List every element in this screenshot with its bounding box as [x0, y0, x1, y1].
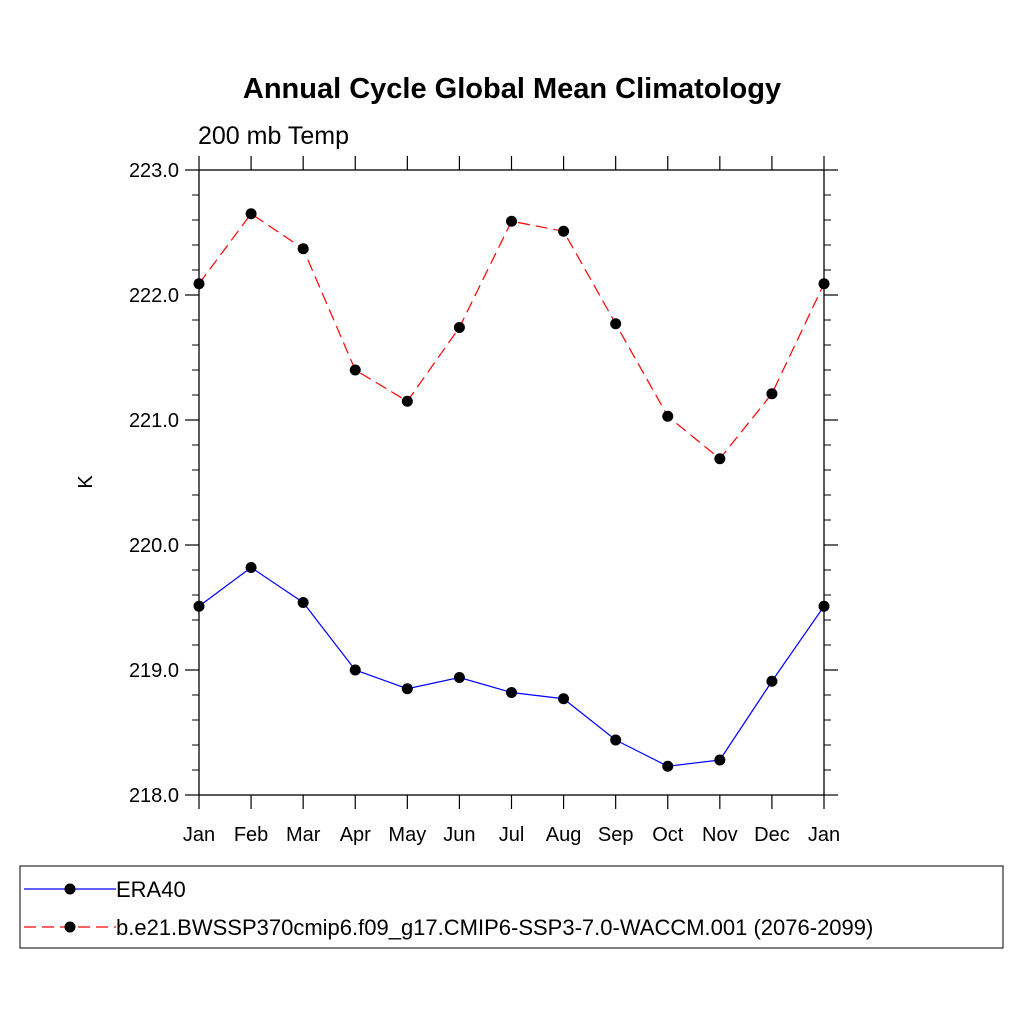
- x-tick-label: Sep: [598, 824, 634, 846]
- data-point: [453, 672, 465, 683]
- legend: ERA40 b.e21.BWSSP370cmip6.f09_g17.CMIP6-S…: [24, 877, 873, 940]
- data-point: [297, 243, 309, 255]
- data-point: [349, 664, 361, 676]
- legend-marker-1: [64, 883, 76, 895]
- x-tick-label: Nov: [702, 824, 738, 846]
- data-point: [453, 322, 465, 333]
- x-tick-label: Jun: [443, 824, 475, 846]
- data-point: [766, 388, 778, 400]
- data-point: [610, 734, 622, 746]
- legend-label-1: ERA40: [116, 877, 186, 902]
- x-tick-label: Feb: [234, 824, 268, 846]
- data-point: [349, 364, 361, 376]
- data-point: [193, 278, 205, 290]
- y-tick-label: 218.0: [129, 785, 179, 807]
- data-point: [610, 318, 622, 330]
- data-point: [245, 208, 257, 220]
- x-tick-label: Mar: [286, 824, 321, 846]
- x-tick-label: Aug: [546, 824, 582, 846]
- x-tick-label: Apr: [340, 824, 371, 846]
- axis-tick-labels: Jan Feb Mar Apr May Jun Jul Aug Sep Oct Nov Dec Jan2…: [129, 160, 840, 846]
- x-tick-label: Jan: [808, 824, 840, 846]
- data-point: [714, 754, 726, 766]
- series-layer: [193, 208, 830, 772]
- x-tick-label: May: [388, 824, 426, 846]
- data-point: [766, 675, 778, 687]
- data-point: [401, 395, 413, 407]
- data-point: [245, 562, 257, 573]
- data-point: [662, 410, 674, 422]
- data-point: [818, 278, 830, 290]
- data-point: [558, 693, 570, 705]
- y-axis-label: K: [75, 475, 97, 489]
- y-tick-label: 219.0: [129, 660, 179, 682]
- data-point: [506, 687, 517, 698]
- axis-ticks: [185, 156, 838, 809]
- data-point: [662, 760, 674, 772]
- chart-subtitle: 200 mb Temp: [198, 122, 349, 150]
- chart-title: Annual Cycle Global Mean Climatology: [243, 73, 781, 105]
- data-point: [818, 600, 830, 612]
- series-line-2: [198, 212, 825, 460]
- x-tick-label: Jul: [499, 824, 525, 846]
- legend-box: [19, 865, 1004, 949]
- y-tick-label: 222.0: [129, 285, 179, 307]
- data-point: [506, 215, 517, 227]
- y-tick-label: 221.0: [129, 410, 179, 432]
- x-tick-label: Dec: [754, 824, 790, 846]
- series-line-1: [198, 566, 825, 767]
- data-point: [401, 683, 413, 695]
- legend-label-2: b.e21.BWSSP370cmip6.f09_g17.CMIP6-SSP3-7…: [116, 915, 873, 940]
- data-point: [558, 225, 570, 237]
- y-tick-label: 223.0: [129, 160, 179, 182]
- data-point: [297, 597, 309, 608]
- legend-marker-2: [64, 921, 76, 933]
- x-tick-label: Oct: [652, 824, 684, 846]
- data-point: [714, 453, 726, 465]
- x-tick-label: Jan: [183, 824, 215, 846]
- y-tick-label: 220.0: [129, 535, 179, 557]
- data-point: [193, 600, 205, 612]
- plot-frame: [198, 169, 825, 796]
